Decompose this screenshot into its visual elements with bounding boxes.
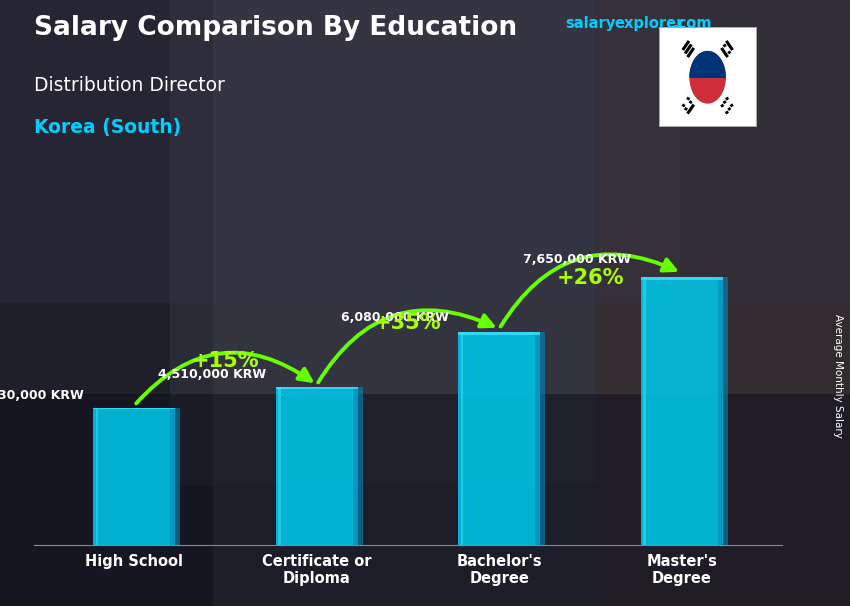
Circle shape (703, 84, 712, 96)
FancyBboxPatch shape (94, 407, 175, 409)
FancyBboxPatch shape (278, 387, 280, 545)
Text: 6,080,000 KRW: 6,080,000 KRW (341, 310, 449, 324)
Text: +35%: +35% (374, 313, 442, 333)
FancyBboxPatch shape (659, 27, 756, 127)
Bar (170, 0, 680, 485)
FancyBboxPatch shape (641, 277, 722, 280)
FancyBboxPatch shape (275, 387, 358, 389)
Text: .com: .com (672, 16, 711, 31)
Text: +15%: +15% (192, 351, 259, 371)
Text: Distribution Director: Distribution Director (34, 76, 225, 95)
Text: Korea (South): Korea (South) (34, 118, 181, 137)
Circle shape (703, 58, 712, 71)
FancyBboxPatch shape (461, 332, 463, 545)
Text: +26%: +26% (557, 268, 624, 288)
Bar (94, 407, 175, 545)
Bar (0, 0, 212, 606)
Text: Average Monthly Salary: Average Monthly Salary (833, 314, 843, 438)
FancyBboxPatch shape (171, 407, 180, 545)
Text: explorer: explorer (615, 16, 684, 31)
Text: Salary Comparison By Education: Salary Comparison By Education (34, 15, 517, 41)
Text: 7,650,000 KRW: 7,650,000 KRW (524, 253, 632, 266)
Polygon shape (690, 52, 725, 77)
Text: 4,510,000 KRW: 4,510,000 KRW (158, 368, 267, 381)
Bar (641, 277, 722, 545)
FancyBboxPatch shape (717, 277, 728, 545)
Bar (0, 0, 850, 303)
Text: salary: salary (565, 16, 615, 31)
Circle shape (690, 52, 725, 103)
FancyBboxPatch shape (536, 332, 545, 545)
Bar (595, 0, 850, 606)
Bar (458, 332, 541, 545)
FancyBboxPatch shape (353, 387, 363, 545)
Bar (275, 387, 358, 545)
Bar (0, 394, 850, 606)
FancyBboxPatch shape (96, 407, 99, 545)
FancyBboxPatch shape (643, 277, 645, 545)
FancyBboxPatch shape (458, 332, 541, 335)
Text: 3,930,000 KRW: 3,930,000 KRW (0, 389, 84, 402)
